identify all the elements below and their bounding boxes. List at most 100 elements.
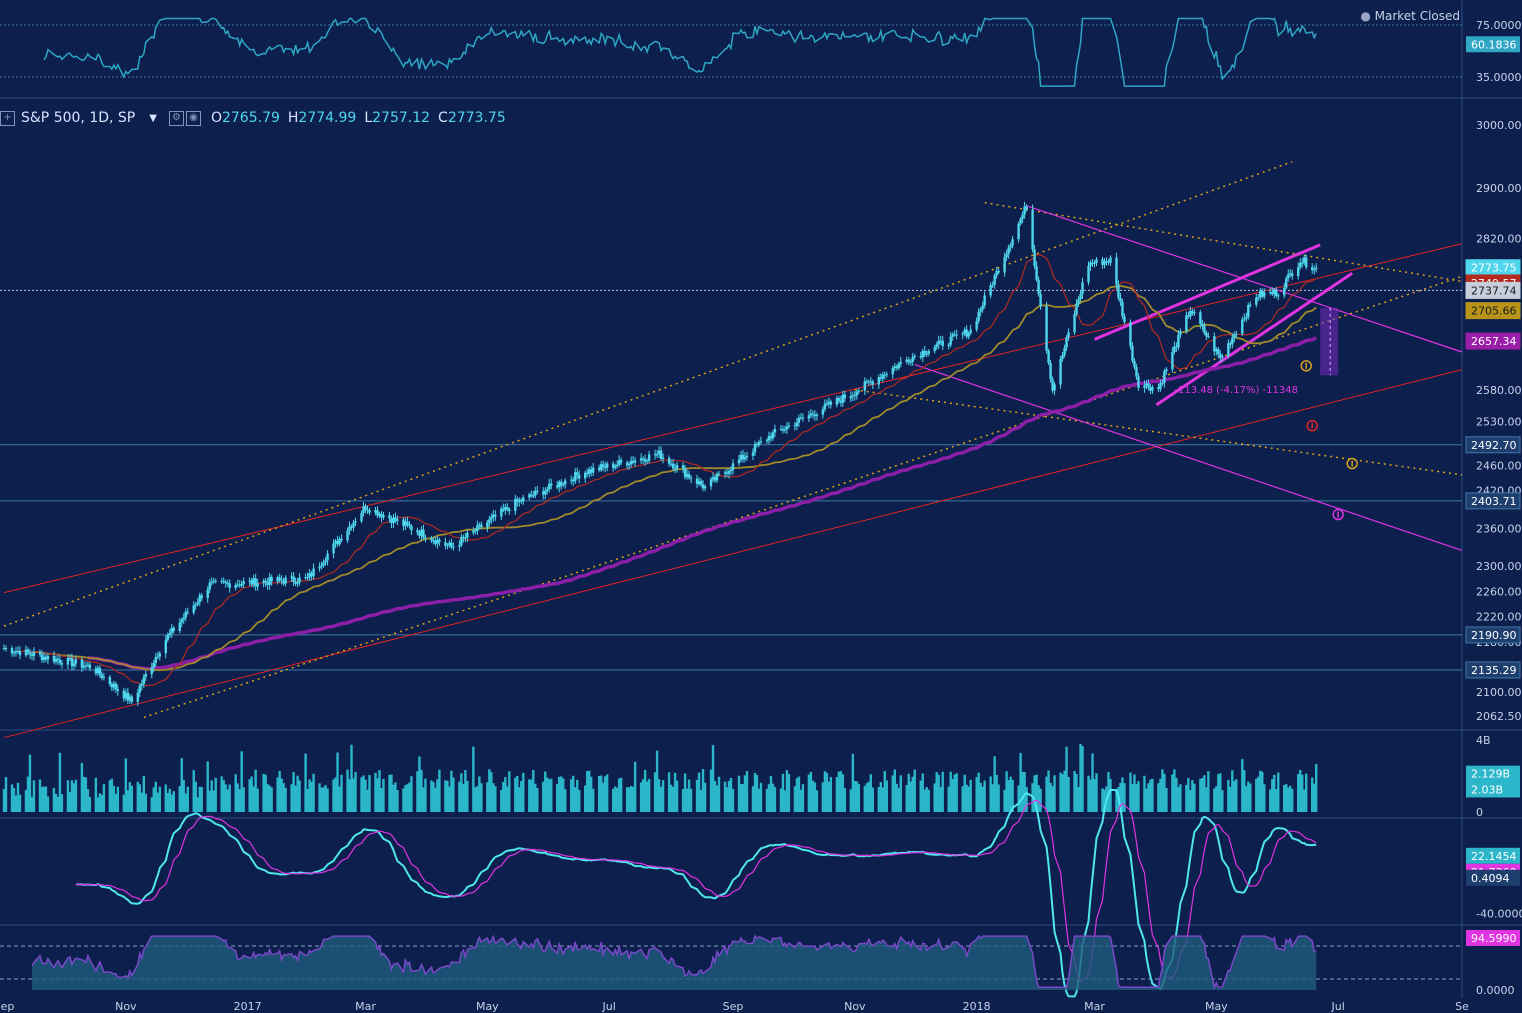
volume-bar bbox=[703, 782, 707, 812]
low-label: L bbox=[364, 110, 373, 126]
volume-bar bbox=[965, 784, 968, 812]
candle-body bbox=[1249, 304, 1252, 306]
volume-bar bbox=[935, 772, 938, 812]
x-tick-label: Jul bbox=[1331, 1000, 1345, 1013]
volume-bar bbox=[332, 779, 335, 812]
volume-bar bbox=[1007, 780, 1010, 812]
volume-bar bbox=[266, 784, 269, 812]
candle-body bbox=[30, 654, 34, 657]
volume-bar bbox=[88, 796, 92, 812]
volume-bar bbox=[320, 787, 323, 812]
volume-bar bbox=[1063, 770, 1066, 812]
candle-body bbox=[184, 611, 187, 618]
candle-body bbox=[280, 579, 283, 581]
candle-body bbox=[492, 514, 495, 518]
volume-bar bbox=[318, 783, 321, 812]
volume-bar bbox=[14, 795, 18, 812]
volume-bar bbox=[1255, 778, 1258, 812]
candle-body bbox=[851, 395, 855, 397]
candle-body bbox=[320, 565, 323, 567]
volume-bar bbox=[518, 787, 521, 812]
candle-body bbox=[1173, 346, 1176, 353]
volume-bar bbox=[1121, 777, 1124, 812]
volume-bar bbox=[741, 783, 745, 812]
candle-body bbox=[12, 652, 16, 654]
volume-bar bbox=[248, 779, 251, 812]
candle-body bbox=[220, 580, 223, 582]
volume-bar bbox=[673, 772, 677, 812]
volume-bar bbox=[893, 769, 896, 812]
volume-bar bbox=[773, 787, 777, 812]
candle-body bbox=[841, 394, 845, 403]
volume-bar bbox=[765, 788, 769, 812]
settings-icon[interactable]: ⚙ bbox=[168, 110, 184, 126]
volume-bar bbox=[907, 773, 910, 812]
volume-bar bbox=[807, 774, 811, 812]
volume-bar bbox=[1175, 777, 1178, 812]
volume-bar bbox=[416, 771, 419, 812]
price-tag-label: 2737.74 bbox=[1471, 284, 1517, 297]
volume-bar bbox=[1185, 784, 1188, 812]
volume-bar bbox=[122, 794, 126, 812]
volume-bar bbox=[991, 784, 994, 812]
candle-body bbox=[236, 584, 239, 586]
volume-bar bbox=[192, 770, 195, 812]
candle-body bbox=[252, 578, 255, 585]
candle-body bbox=[560, 481, 563, 486]
candle-body bbox=[867, 381, 871, 383]
candle-body bbox=[1245, 317, 1248, 319]
price-tag bbox=[1465, 436, 1521, 454]
volume-bar bbox=[589, 776, 593, 812]
volume-bar bbox=[743, 775, 747, 812]
candle-body bbox=[1101, 259, 1104, 265]
symbol-label[interactable]: S&P 500, 1D, SP bbox=[21, 110, 136, 126]
volume-bar bbox=[759, 782, 763, 812]
macd-signal-line bbox=[75, 799, 1317, 983]
volume-bar bbox=[989, 776, 992, 812]
candle-body bbox=[1103, 261, 1106, 265]
close-value: 2773.75 bbox=[447, 110, 506, 126]
volume-bar bbox=[252, 786, 255, 812]
candle-body bbox=[166, 635, 169, 641]
volume-bar bbox=[1149, 779, 1152, 812]
candle-body bbox=[597, 467, 601, 471]
candle-body bbox=[1107, 261, 1110, 263]
candle-body bbox=[506, 507, 509, 510]
candle-body bbox=[54, 658, 58, 662]
candle-body bbox=[1039, 293, 1042, 307]
candle-body bbox=[633, 460, 637, 463]
volume-bar bbox=[560, 776, 563, 812]
candle-body bbox=[1147, 383, 1150, 388]
candle-body bbox=[955, 334, 958, 336]
status-dot-icon: ● bbox=[1360, 9, 1371, 23]
candle-body bbox=[965, 329, 968, 337]
candle-body bbox=[1061, 355, 1064, 360]
volume-bar bbox=[1157, 783, 1160, 812]
volume-bar bbox=[284, 787, 287, 812]
hide-icon[interactable]: ◉ bbox=[185, 110, 201, 126]
candle-body bbox=[354, 521, 357, 523]
volume-bar bbox=[641, 779, 645, 812]
candle-body bbox=[240, 583, 243, 586]
candle-body bbox=[368, 510, 371, 513]
volume-bar bbox=[813, 782, 817, 812]
chevron-down-icon[interactable]: ▼ bbox=[149, 112, 157, 124]
candle-body bbox=[110, 684, 114, 688]
candle-body bbox=[1089, 262, 1092, 266]
candle-body bbox=[989, 285, 992, 296]
volume-bar bbox=[56, 796, 60, 812]
candle-body bbox=[312, 568, 315, 577]
volume-bar bbox=[1123, 783, 1126, 812]
volume-bar bbox=[687, 779, 691, 812]
volume-bar bbox=[158, 786, 161, 812]
candle-body bbox=[1157, 387, 1160, 390]
candle-body bbox=[564, 480, 567, 485]
candle-body bbox=[416, 530, 419, 533]
candle-body bbox=[1109, 257, 1112, 263]
volume-bar bbox=[1019, 752, 1022, 812]
volume-bar bbox=[659, 786, 663, 812]
volume-bar bbox=[891, 775, 894, 812]
volume-bar bbox=[434, 787, 437, 812]
expand-icon[interactable]: + bbox=[0, 110, 15, 126]
